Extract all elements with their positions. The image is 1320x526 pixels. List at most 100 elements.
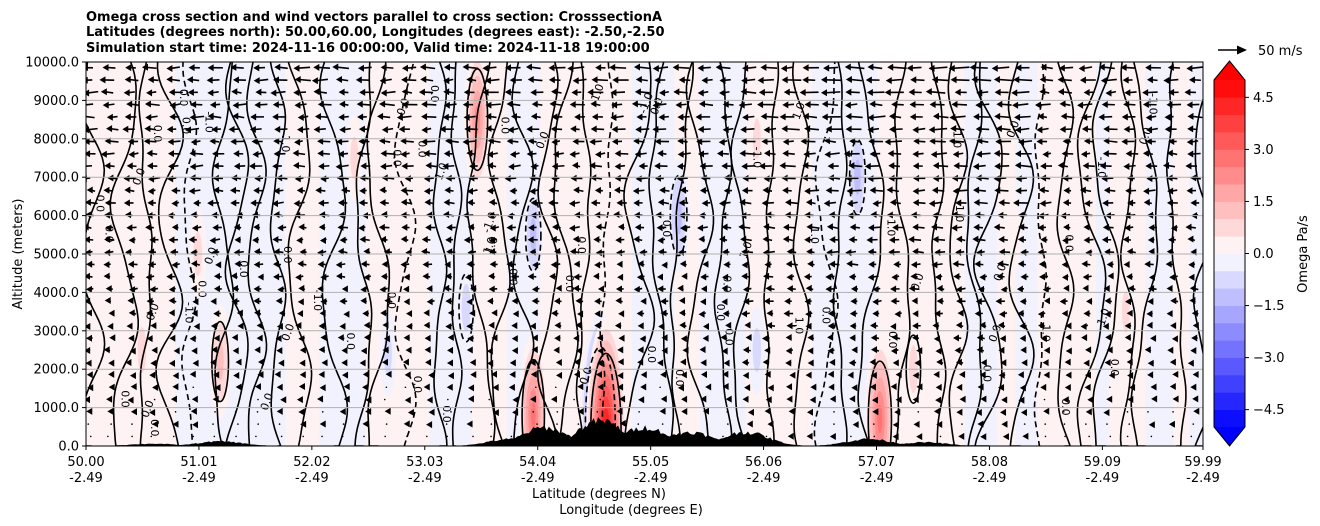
contour-label: 1.0 [1040, 324, 1053, 342]
wind-vector-head [719, 235, 726, 243]
wind-vector-head [1083, 89, 1090, 97]
wind-vector-head [1001, 396, 1008, 404]
wind-vector [677, 113, 690, 121]
wind-vector-head [335, 261, 342, 269]
wind-vector-head [913, 137, 920, 145]
wind-vector-head [464, 125, 471, 133]
omega-filled-level [1006, 195, 1022, 274]
wind-vector [1109, 386, 1111, 389]
wind-vector-head [767, 384, 774, 392]
wind-vector [928, 126, 948, 134]
wind-vector-head [845, 75, 852, 83]
wind-vector-head [86, 297, 91, 305]
wind-vector [235, 358, 242, 366]
wind-vector-head [550, 261, 557, 269]
wind-vector [657, 149, 667, 157]
wind-vector-head [213, 272, 220, 280]
wind-vector-head [1081, 125, 1088, 133]
wind-vector [86, 115, 95, 119]
omega-filled-level [530, 217, 537, 252]
wind-vector-head [422, 272, 429, 280]
wind-vector [1023, 423, 1026, 425]
wind-vector [1020, 346, 1027, 354]
wind-vector-head [509, 76, 516, 84]
wind-vector [166, 273, 175, 281]
wind-vector-head [318, 322, 325, 330]
wind-vector-head [232, 112, 239, 120]
wind-vector [654, 174, 664, 182]
wind-vector [573, 260, 581, 268]
wind-vector-head [654, 76, 661, 84]
wind-vector [995, 297, 1005, 305]
wind-vector [426, 396, 433, 404]
wind-vector [1059, 297, 1068, 305]
wind-vector [212, 224, 222, 232]
wind-vector [257, 423, 259, 425]
wind-vector-head [654, 137, 661, 145]
wind-vector [1170, 297, 1179, 305]
wind-vector-head [527, 76, 534, 84]
wind-vector-head [786, 395, 793, 403]
wind-vector [109, 334, 116, 342]
wind-vector [274, 63, 288, 71]
wind-vector-head [550, 125, 557, 133]
wind-vector-head [168, 88, 175, 96]
wind-vector-head [721, 284, 728, 292]
wind-vector-head [888, 174, 895, 182]
wind-vector-head [614, 174, 621, 182]
wind-vector-head [149, 408, 156, 416]
wind-vector [660, 371, 667, 379]
title-line-2: Latitudes (degrees north): 50.00,60.00, … [86, 25, 665, 40]
wind-vector [1101, 236, 1112, 244]
wind-vector-head [829, 236, 836, 244]
wind-vector [442, 162, 455, 170]
wind-vector [439, 125, 454, 133]
wind-vector-head [509, 370, 516, 378]
wind-vector-shaft [929, 90, 946, 94]
wind-vector [189, 113, 205, 121]
wind-vector-head [358, 137, 365, 145]
wind-vector [510, 113, 521, 121]
wind-vector [827, 333, 834, 341]
contour-label: 0.0 [138, 399, 156, 420]
wind-vector-head [189, 163, 196, 171]
wind-vector-head [866, 236, 873, 244]
wind-vector [1127, 199, 1136, 207]
y-tick-label: 5000.0 [34, 248, 80, 263]
wind-vector [355, 76, 370, 84]
wind-vector [634, 63, 652, 71]
wind-vector-head [1039, 88, 1046, 96]
wind-vector-head [928, 200, 935, 208]
wind-vector-head [445, 174, 452, 182]
wind-vector [105, 285, 113, 293]
wind-vector [828, 260, 840, 268]
wind-vector-head [788, 407, 795, 415]
wind-vector-shaft [595, 78, 609, 82]
wind-vector-head [512, 408, 519, 416]
wind-vector [845, 88, 860, 96]
wind-vector [741, 187, 753, 195]
wind-vector-head [933, 407, 940, 415]
wind-vector-head [677, 284, 684, 292]
wind-vector [298, 223, 307, 231]
wind-vector-head [722, 382, 729, 390]
wind-vector [746, 420, 753, 428]
wind-vector [1037, 112, 1048, 120]
wind-vector-head [827, 347, 834, 355]
wind-vector [106, 395, 113, 403]
wind-vector-head [273, 211, 280, 219]
wind-vector-head [1040, 236, 1047, 244]
wind-vector-head [843, 150, 850, 158]
wind-vector [274, 370, 281, 378]
contour-label: 0.0 [394, 96, 412, 117]
wind-vector-head [339, 322, 346, 330]
y-tick-label: 4000.0 [34, 286, 80, 301]
wind-vector [254, 309, 262, 317]
wind-vector [126, 224, 137, 232]
wind-vector [890, 285, 900, 293]
wind-vector-head [681, 407, 688, 415]
contour-label: 0.0 [440, 405, 453, 423]
wind-vector-head [292, 149, 299, 157]
wind-vector-head [108, 359, 115, 367]
wind-vector-head [188, 187, 195, 195]
